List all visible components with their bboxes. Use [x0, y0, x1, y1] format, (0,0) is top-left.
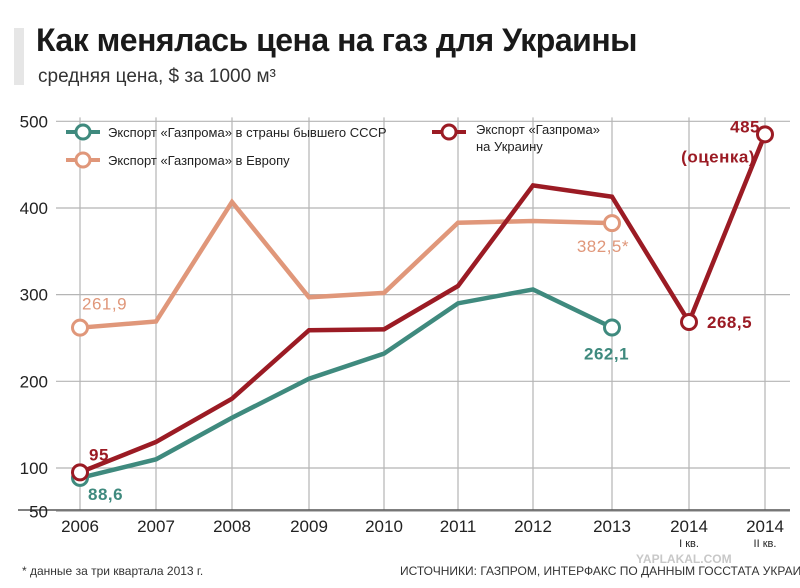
data-point-ukraine [71, 463, 89, 482]
data-label-ussr: 88,6 [88, 485, 123, 504]
legend-label-ussr: Экспорт «Газпрома» в страны бывшего СССР [108, 125, 387, 140]
y-tick-label: 300 [20, 286, 48, 305]
chart-title: Как менялась цена на газ для Украины [36, 22, 637, 58]
y-tick-label: 100 [20, 459, 48, 478]
legend-label-ukraine: на Украину [476, 139, 543, 154]
data-label-ukraine: 95 [89, 445, 109, 464]
legend-marker-europe [74, 151, 92, 169]
x-tick-sublabel: I кв. [679, 538, 699, 550]
x-tick-label: 2013 [593, 517, 631, 536]
x-tick-label: 2012 [514, 517, 552, 536]
data-point-europe [71, 318, 89, 337]
x-tick-label: 2006 [61, 517, 99, 536]
x-tick-label: 2010 [365, 517, 403, 536]
series-line-ukraine [79, 133, 768, 475]
x-tick-label: 2007 [137, 517, 175, 536]
x-tick-label: 2011 [440, 517, 477, 536]
x-tick-label: 2008 [213, 517, 251, 536]
data-point-europe [603, 214, 621, 233]
series-line-ussr [79, 287, 613, 481]
title-accent-bar [14, 28, 24, 85]
footnote: * данные за три квартала 2013 г. [22, 564, 204, 578]
legend-marker-ussr [74, 123, 92, 141]
data-label-ukraine: (оценка) [681, 147, 755, 166]
legend-label-europe: Экспорт «Газпрома» в Европу [108, 153, 290, 168]
watermark: YAPLAKAL.COM [636, 552, 732, 566]
y-tick-label: 500 [20, 112, 48, 131]
data-label-ussr: 262,1 [584, 345, 629, 364]
source-note: ИСТОЧНИКИ: ГАЗПРОМ, ИНТЕРФАКС ПО ДАННЫМ … [400, 564, 800, 578]
x-tick-label: 2014 [746, 517, 784, 536]
data-point-ukraine [756, 125, 774, 144]
x-tick-sublabel: II кв. [754, 538, 777, 550]
data-label-ukraine: 268,5 [707, 313, 752, 332]
data-point-ussr [603, 318, 621, 337]
data-label-europe: 382,5* [577, 237, 629, 256]
legend-marker-ukraine [440, 123, 458, 141]
data-label-europe: 261,9 [82, 295, 127, 314]
data-point-ukraine [680, 312, 698, 331]
y-tick-label: 200 [20, 372, 48, 391]
chart-subtitle: средняя цена, $ за 1000 м³ [38, 66, 276, 87]
legend-label-ukraine: Экспорт «Газпрома» [476, 122, 600, 137]
y-tick-label: 50 [29, 502, 48, 521]
y-tick-label: 400 [20, 199, 48, 218]
series-line-europe [79, 198, 613, 330]
x-tick-label: 2009 [290, 517, 328, 536]
data-label-ukraine: 485 [730, 117, 760, 136]
x-tick-label: 2014 [670, 517, 708, 536]
